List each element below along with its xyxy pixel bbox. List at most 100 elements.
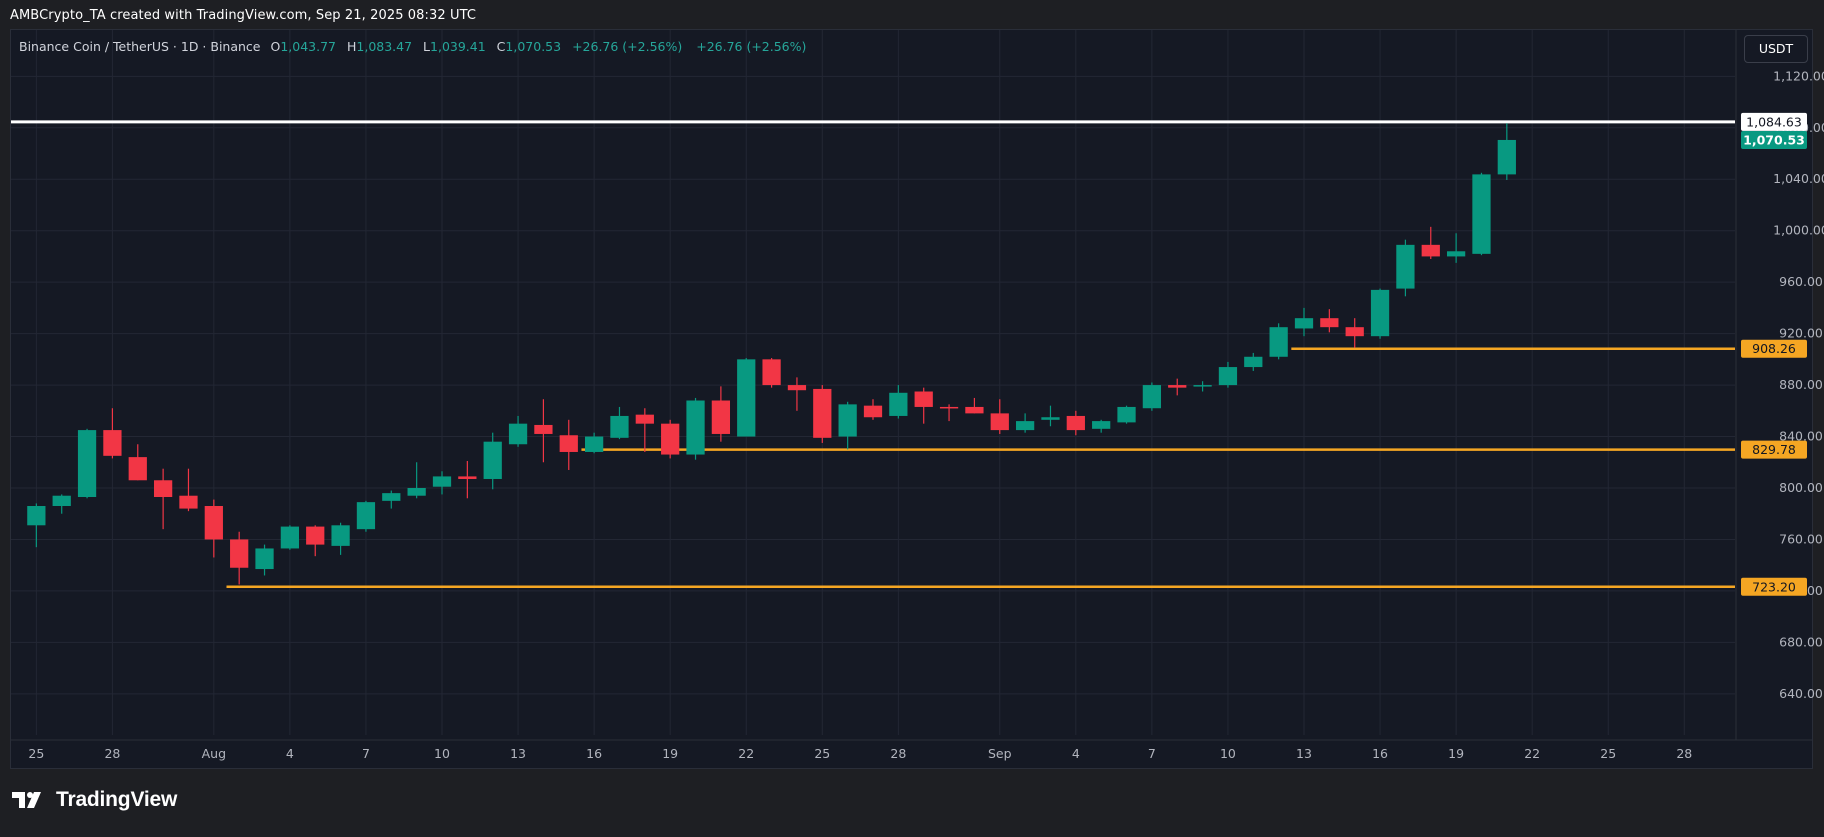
candle-body bbox=[356, 502, 376, 530]
candle-body bbox=[1218, 367, 1238, 386]
candle-body bbox=[1497, 139, 1516, 175]
candle-body bbox=[179, 495, 198, 509]
candle-body bbox=[889, 392, 908, 416]
candle-body bbox=[610, 415, 629, 438]
support-price-label: 829.78 bbox=[1752, 442, 1796, 457]
candle-body bbox=[762, 359, 781, 386]
y-tick-label: 1,040.00 bbox=[1773, 171, 1824, 186]
candle-body bbox=[255, 548, 274, 570]
x-tick-label: 25 bbox=[814, 746, 830, 761]
candle-body bbox=[635, 414, 654, 424]
symbol-legend: Binance Coin / TetherUS · 1D · Binance O… bbox=[19, 39, 816, 54]
close-label: C bbox=[496, 39, 506, 54]
candle-body bbox=[1193, 385, 1212, 387]
x-tick-label: 10 bbox=[434, 746, 450, 761]
last-price-label: 1,070.53 bbox=[1743, 132, 1805, 147]
y-tick-label: 800.00 bbox=[1779, 480, 1823, 495]
y-tick-label: 1,000.00 bbox=[1773, 223, 1824, 238]
candle-body bbox=[128, 457, 147, 481]
symbol-title[interactable]: Binance Coin / TetherUS · 1D · Binance bbox=[19, 39, 261, 54]
x-tick-label: 28 bbox=[890, 746, 906, 761]
resistance-price-label-bg bbox=[1741, 112, 1807, 131]
currency-button[interactable]: USDT bbox=[1744, 35, 1808, 63]
candle-body bbox=[534, 424, 553, 434]
candle-body bbox=[483, 441, 502, 479]
candle-body bbox=[965, 406, 984, 414]
candle-body bbox=[77, 430, 97, 497]
x-tick-label: 16 bbox=[586, 746, 602, 761]
candle-body bbox=[153, 480, 173, 497]
candle-body bbox=[1015, 421, 1035, 431]
candle-body bbox=[990, 413, 1009, 431]
x-tick-label: 28 bbox=[104, 746, 120, 761]
support-price-label-bg bbox=[1741, 577, 1807, 596]
x-tick-label: Sep bbox=[988, 746, 1012, 761]
x-tick-label: 7 bbox=[362, 746, 370, 761]
x-tick-label: 22 bbox=[1524, 746, 1540, 761]
candle-body bbox=[1396, 244, 1415, 289]
candle-body bbox=[1320, 318, 1339, 328]
candle-body bbox=[838, 404, 857, 437]
candle-body bbox=[737, 359, 756, 437]
candle-body bbox=[1041, 417, 1060, 420]
support-price-label: 723.20 bbox=[1752, 579, 1796, 594]
x-tick-label: 28 bbox=[1676, 746, 1692, 761]
candle-body bbox=[1472, 174, 1491, 254]
candle-body bbox=[103, 430, 122, 456]
low-label: L bbox=[423, 39, 431, 54]
candle-body bbox=[331, 525, 350, 546]
candle-body bbox=[280, 526, 300, 549]
candle-body bbox=[382, 493, 401, 501]
x-tick-label: 10 bbox=[1220, 746, 1236, 761]
high-value: 1,083.47 bbox=[356, 39, 413, 54]
resistance-price-label: 1,084.63 bbox=[1746, 114, 1802, 129]
candle-body bbox=[914, 391, 933, 407]
change-value: +26.76 (+2.56%) bbox=[572, 39, 683, 54]
candle-body bbox=[52, 495, 71, 507]
x-tick-label: 22 bbox=[738, 746, 754, 761]
candle-body bbox=[204, 506, 223, 540]
candle-body bbox=[1244, 356, 1263, 368]
chart-attribution: AMBCrypto_TA created with TradingView.co… bbox=[10, 8, 477, 23]
low-value: 1,039.41 bbox=[430, 39, 486, 54]
candle-body bbox=[407, 487, 426, 496]
x-tick-label: 25 bbox=[28, 746, 44, 761]
candle-body bbox=[1446, 251, 1466, 257]
candle-body bbox=[939, 406, 959, 409]
last-price-label-bg bbox=[1741, 130, 1807, 149]
y-tick-label: 960.00 bbox=[1779, 274, 1823, 289]
y-tick-label: 920.00 bbox=[1779, 326, 1823, 341]
y-tick-label: 760.00 bbox=[1779, 531, 1823, 546]
open-label: O bbox=[270, 39, 281, 54]
x-tick-label: 16 bbox=[1372, 746, 1388, 761]
support-price-label: 908.26 bbox=[1752, 341, 1796, 356]
y-tick-label: 640.00 bbox=[1779, 686, 1823, 701]
candle-body bbox=[458, 476, 477, 479]
tradingview-brand[interactable]: TradingView bbox=[12, 788, 177, 812]
x-tick-label: 4 bbox=[1072, 746, 1080, 761]
support-price-label-bg bbox=[1741, 339, 1807, 358]
candle-body bbox=[787, 385, 807, 391]
candle-body bbox=[1168, 385, 1187, 388]
candle-body bbox=[508, 423, 528, 445]
x-tick-label: 13 bbox=[510, 746, 526, 761]
candle-body bbox=[863, 405, 883, 418]
candle-body bbox=[306, 526, 325, 545]
x-tick-label: 19 bbox=[1448, 746, 1464, 761]
candle-body bbox=[661, 423, 680, 455]
open-value: 1,043.77 bbox=[280, 39, 336, 54]
candle-body bbox=[230, 539, 249, 568]
candle-body bbox=[1092, 421, 1111, 429]
candle-body bbox=[1269, 327, 1288, 357]
candle-body bbox=[1142, 385, 1162, 409]
y-tick-label: 680.00 bbox=[1779, 634, 1823, 649]
y-tick-label: 1,120.00 bbox=[1773, 68, 1824, 83]
candle-body bbox=[1066, 415, 1085, 431]
candle-body bbox=[1421, 244, 1440, 257]
candle-body bbox=[432, 476, 452, 487]
candle-body bbox=[1294, 318, 1314, 329]
candle-body bbox=[1370, 289, 1390, 337]
candle-body bbox=[584, 436, 604, 452]
tradingview-logo-icon bbox=[12, 792, 41, 808]
